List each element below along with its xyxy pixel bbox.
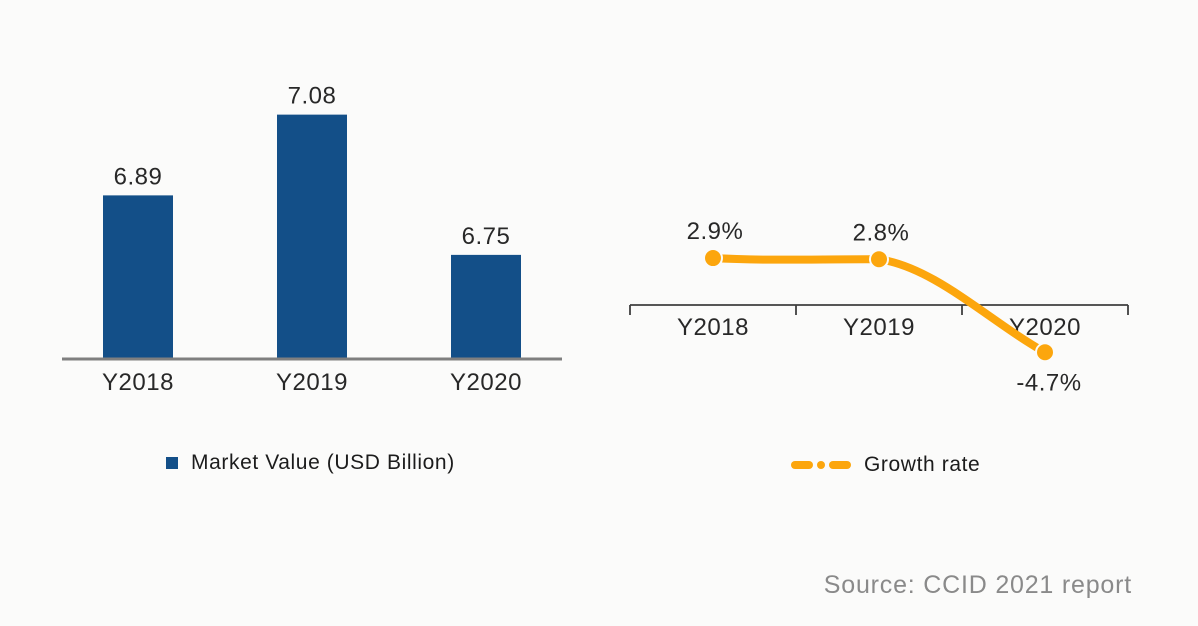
category-label: Y2019	[276, 369, 348, 396]
bar-y2020	[451, 254, 521, 359]
line-value-label: 2.9%	[687, 218, 744, 245]
bar-legend-swatch-icon	[166, 457, 178, 469]
data-point-marker	[703, 248, 723, 269]
bar-chart: 6.89 Y2018 7.08 Y2019 6.75 Y2020	[62, 83, 562, 396]
bar-value-label: 6.89	[114, 163, 163, 190]
category-label: Y2019	[843, 314, 915, 341]
bar-legend-label: Market Value (USD Billion)	[191, 451, 455, 474]
legend-dash-icon	[829, 461, 851, 469]
bar-value-label: 6.75	[462, 223, 511, 250]
bar-y2018	[103, 195, 173, 359]
line-legend-marker-icon	[791, 461, 851, 469]
line-legend-label: Growth rate	[864, 453, 981, 476]
bar-y2019	[277, 114, 347, 359]
data-point-marker	[1035, 342, 1055, 363]
bar-value-label: 7.08	[288, 83, 337, 110]
data-point-marker	[869, 249, 889, 270]
category-label: Y2018	[102, 369, 174, 396]
legend-growth-rate: Growth rate	[791, 452, 980, 478]
line-value-label: 2.8%	[853, 219, 910, 246]
legend-dash-icon	[791, 461, 813, 469]
line-value-label: -4.7%	[1016, 369, 1081, 396]
source-credit: Source: CCID 2021 report	[823, 571, 1132, 599]
legend-dot-icon	[817, 461, 825, 469]
category-label: Y2018	[677, 314, 749, 341]
category-label: Y2020	[450, 369, 522, 396]
legend-market-value: Market Value (USD Billion)	[166, 450, 455, 476]
